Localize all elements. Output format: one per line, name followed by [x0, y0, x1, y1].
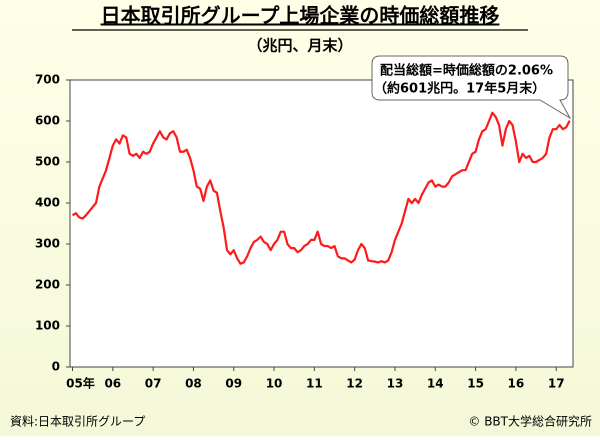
plot-area: [69, 79, 574, 368]
source: 資料:日本取引所グループ: [10, 415, 145, 429]
data-line: [71, 111, 571, 265]
x-tick-label: 08: [185, 377, 202, 391]
annotation: （約601兆円。17年5月末）: [374, 81, 545, 97]
x-tick-label: 11: [306, 377, 323, 391]
y-tick-label: 400: [35, 196, 60, 210]
x-tick-label: 07: [145, 377, 162, 391]
x-tick-label: 05年: [66, 376, 95, 391]
x-tick-label: 17: [548, 377, 565, 391]
y-tick-label: 500: [35, 155, 60, 169]
x-tick-label: 10: [266, 377, 283, 391]
x-tick-label: 13: [387, 377, 404, 391]
annotation: 配当総額=時価総額の2.06%: [380, 63, 553, 79]
y-tick-label: 300: [35, 237, 60, 251]
y-tick-label: 700: [35, 73, 60, 87]
credit: © BBT大学総合研究所: [468, 414, 592, 429]
y-tick-label: 600: [35, 114, 60, 128]
callout-box: [371, 55, 572, 120]
x-tick-label: 14: [427, 377, 444, 391]
chart-subtitle: （兆円、月末）: [247, 37, 352, 55]
y-tick-label: 200: [35, 278, 60, 292]
x-tick-label: 06: [104, 377, 121, 391]
x-tick-label: 12: [346, 377, 363, 391]
x-tick-label: 09: [225, 377, 242, 391]
x-tick-label: 16: [508, 377, 525, 391]
y-tick-label: 0: [52, 360, 60, 374]
y-tick-label: 100: [35, 319, 60, 333]
chart-title: 日本取引所グループ上場企業の時価総額推移: [101, 4, 500, 28]
x-tick-label: 15: [467, 377, 484, 391]
